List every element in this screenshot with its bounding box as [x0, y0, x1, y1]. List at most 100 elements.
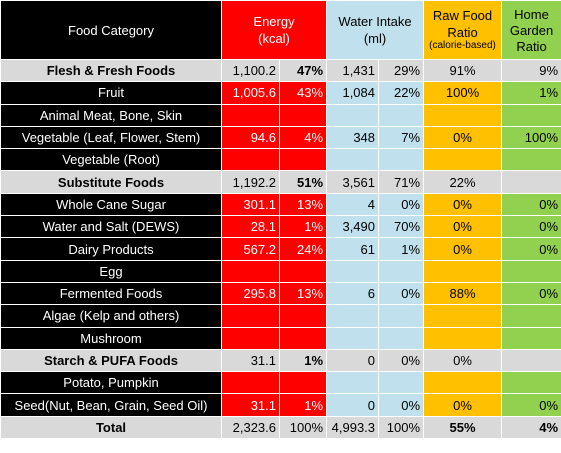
- table-row: Algae (Kelp and others): [0, 304, 561, 328]
- header-home-line2: Garden: [509, 22, 554, 38]
- header-home-line3: Ratio: [516, 38, 547, 54]
- raw-food-ratio: 0%: [423, 192, 503, 217]
- raw-food-ratio: [423, 103, 503, 127]
- energy-percent: 47%: [278, 58, 328, 83]
- row-label: Algae (Kelp and others): [0, 304, 222, 328]
- raw-food-ratio: 0%: [423, 348, 503, 373]
- table-row: Egg: [0, 259, 561, 283]
- table-row: Fermented Foods 295.8 13% 6 0% 88% 0%: [0, 281, 561, 306]
- energy-value: [221, 103, 280, 127]
- water-percent: [378, 103, 425, 127]
- group-row: Flesh & Fresh Foods 1,100.2 47% 1,431 29% 91%…: [0, 58, 561, 83]
- total-row: Total 2,323.6 100% 4,993.3 100% 55% 4%: [0, 415, 561, 440]
- water-percent: 22%: [378, 81, 425, 105]
- header-water-line2: (ml): [363, 31, 387, 46]
- home-garden-ratio: 0%: [501, 237, 561, 261]
- header-water-line1: Water Intake: [338, 14, 412, 29]
- energy-percent: 43%: [278, 81, 328, 105]
- header-energy: Energy (kcal): [220, 0, 328, 60]
- energy-value: 1,005.6: [221, 81, 280, 105]
- raw-food-ratio: 88%: [423, 281, 503, 306]
- raw-food-ratio: 22%: [423, 170, 503, 194]
- raw-food-ratio: 0%: [423, 215, 503, 239]
- water-value: [326, 371, 380, 395]
- row-label: Water and Salt (DEWS): [0, 215, 222, 239]
- water-value: 348: [326, 125, 380, 150]
- energy-value: [221, 259, 280, 283]
- header-food-category: Food Category: [0, 0, 222, 60]
- raw-food-ratio: [423, 304, 503, 328]
- header-raw-line1: Raw Food: [432, 8, 493, 23]
- water-value: 6: [326, 281, 380, 306]
- row-label: Substitute Foods: [0, 170, 222, 194]
- energy-percent: 1%: [278, 348, 328, 373]
- table-row: Dairy Products 567.2 24% 61 1% 0% 0%: [0, 237, 561, 261]
- energy-value: 1,100.2: [221, 58, 280, 83]
- energy-value: [221, 148, 280, 172]
- energy-value: 28.1: [221, 215, 280, 239]
- water-percent: 0%: [378, 348, 425, 373]
- water-value: [326, 148, 380, 172]
- table-row: Fruit 1,005.6 43% 1,084 22% 100% 1%: [0, 81, 561, 105]
- group-row: Starch & PUFA Foods 31.1 1% 0 0% 0%: [0, 348, 561, 373]
- water-value: 61: [326, 237, 380, 261]
- home-garden-ratio: 9%: [501, 58, 561, 83]
- water-percent: 7%: [378, 125, 425, 150]
- water-value: 3,561: [326, 170, 380, 194]
- water-percent: [378, 304, 425, 328]
- home-garden-ratio: [501, 148, 561, 172]
- group-row: Substitute Foods 1,192.2 51% 3,561 71% 22%: [0, 170, 561, 194]
- energy-percent: 13%: [278, 192, 328, 217]
- table-row: Potato, Pumpkin: [0, 371, 561, 395]
- table-row: Vegetable (Leaf, Flower, Stem) 94.6 4% 348 7…: [0, 125, 561, 150]
- raw-food-ratio: 0%: [423, 393, 503, 417]
- table-row: Animal Meat, Bone, Skin: [0, 103, 561, 127]
- header-raw-line3: (calorie-based): [429, 40, 496, 51]
- energy-percent: [278, 148, 328, 172]
- water-percent: [378, 259, 425, 283]
- raw-food-ratio: 91%: [423, 58, 503, 83]
- water-percent: 71%: [378, 170, 425, 194]
- water-percent: 100%: [378, 415, 425, 440]
- water-percent: 0%: [378, 393, 425, 417]
- row-label: Potato, Pumpkin: [0, 371, 222, 395]
- water-value: 0: [326, 393, 380, 417]
- header-row: Food Category Energy (kcal) Water Intake…: [0, 0, 561, 60]
- water-percent: 70%: [378, 215, 425, 239]
- home-garden-ratio: 0%: [501, 215, 561, 239]
- energy-value: 31.1: [221, 348, 280, 373]
- energy-value: 567.2: [221, 237, 280, 261]
- home-garden-ratio: [501, 304, 561, 328]
- energy-value: [221, 304, 280, 328]
- home-garden-ratio: 100%: [501, 125, 561, 150]
- row-label: Flesh & Fresh Foods: [0, 58, 222, 83]
- water-percent: [378, 326, 425, 350]
- water-value: [326, 326, 380, 350]
- home-garden-ratio: 1%: [501, 81, 561, 105]
- water-value: [326, 304, 380, 328]
- header-energy-line1: Energy: [253, 14, 295, 29]
- energy-percent: 24%: [278, 237, 328, 261]
- water-percent: [378, 371, 425, 395]
- home-garden-ratio: [501, 371, 561, 395]
- energy-percent: 1%: [278, 393, 328, 417]
- row-label: Egg: [0, 259, 222, 283]
- row-label: Whole Cane Sugar: [0, 192, 222, 217]
- energy-percent: [278, 259, 328, 283]
- water-value: 1,431: [326, 58, 380, 83]
- energy-percent: [278, 304, 328, 328]
- row-label: Dairy Products: [0, 237, 222, 261]
- table-row: Whole Cane Sugar 301.1 13% 4 0% 0% 0%: [0, 192, 561, 217]
- energy-percent: 100%: [278, 415, 328, 440]
- water-percent: 0%: [378, 192, 425, 217]
- home-garden-ratio: 0%: [501, 281, 561, 306]
- water-percent: 0%: [378, 281, 425, 306]
- water-value: 0: [326, 348, 380, 373]
- table-row: Vegetable (Root): [0, 148, 561, 172]
- home-garden-ratio: [501, 103, 561, 127]
- home-garden-ratio: 0%: [501, 393, 561, 417]
- energy-percent: 13%: [278, 281, 328, 306]
- energy-value: 1,192.2: [221, 170, 280, 194]
- water-value: 4,993.3: [326, 415, 380, 440]
- row-label: Vegetable (Root): [0, 148, 222, 172]
